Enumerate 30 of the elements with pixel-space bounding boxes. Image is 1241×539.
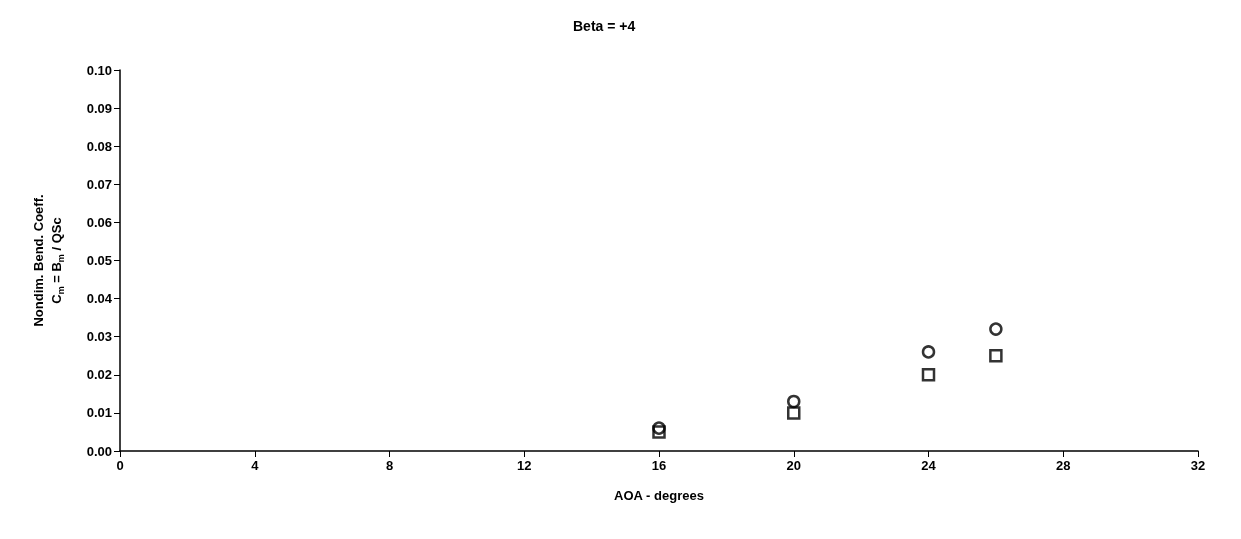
x-axis-title: AOA - degrees xyxy=(614,488,704,503)
point xyxy=(787,406,801,420)
x-tick-label: 28 xyxy=(1056,458,1071,473)
y-tick-label: 0.02 xyxy=(86,367,112,383)
y-tick-label: 0.04 xyxy=(86,291,113,307)
y-tick-label: 0.01 xyxy=(86,405,112,421)
y-tick-label: 0.00 xyxy=(86,443,112,459)
x-tick-label: 12 xyxy=(517,458,532,473)
point xyxy=(652,425,666,439)
y-tick-label: 0.09 xyxy=(86,100,112,116)
x-tick-label: 32 xyxy=(1190,458,1206,473)
point xyxy=(989,322,1003,336)
y-tick-label: 0.06 xyxy=(86,214,112,230)
point xyxy=(787,394,801,409)
point xyxy=(921,345,936,359)
y-tick-label: 0.03 xyxy=(86,329,112,345)
point xyxy=(921,368,936,382)
x-tick-label: 8 xyxy=(385,458,394,473)
y-tick-label: 0.10 xyxy=(86,62,112,78)
x-tick-label: 0 xyxy=(116,458,124,473)
chart-title: Beta = +4 xyxy=(573,18,636,34)
x-tick-label: 20 xyxy=(786,458,801,473)
x-tick-label: 4 xyxy=(251,458,260,473)
point xyxy=(989,349,1003,363)
point xyxy=(652,421,666,435)
y-tick-label: 0.05 xyxy=(86,253,112,268)
y-tick-label: 0.08 xyxy=(86,138,112,154)
x-tick-label: 16 xyxy=(651,458,667,473)
y-tick-label: 0.07 xyxy=(86,176,112,192)
x-tick-label: 24 xyxy=(921,458,937,473)
